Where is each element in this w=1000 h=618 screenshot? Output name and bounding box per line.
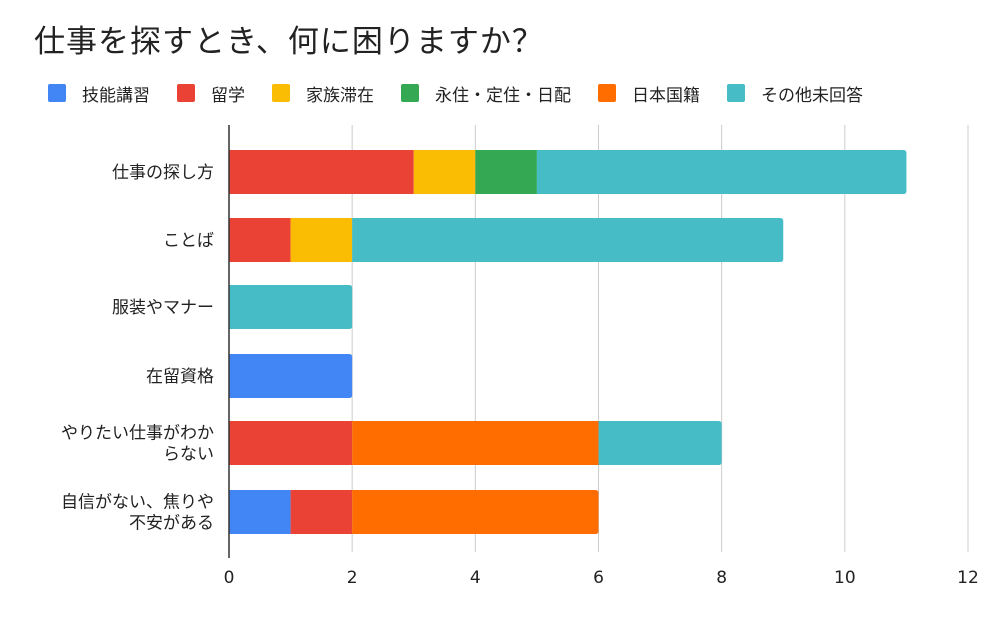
legend-swatch xyxy=(401,84,419,102)
bar-segment xyxy=(229,421,353,465)
bar-segment xyxy=(229,490,291,534)
legend-item-eijuu: 永住・定住・日配 xyxy=(401,81,571,106)
legend-item-kazoku: 家族滞在 xyxy=(272,81,374,106)
label-layer: 0 2 4 6 8 10 12 仕事の探し方ことば服装やマナー在留資格やりたい仕事がわからない… xyxy=(61,163,979,588)
bar-segment xyxy=(290,490,353,534)
chart-legend: 技能講習 留学 家族滞在 永住・定住・日配 日本国籍 その他未回答 xyxy=(48,80,890,106)
legend-swatch xyxy=(272,84,290,102)
category-label: 仕事の探し方 xyxy=(112,163,214,183)
x-tick-label: 8 xyxy=(716,568,727,588)
grid-layer xyxy=(351,125,969,552)
legend-label: その他未回答 xyxy=(761,85,863,106)
legend-swatch xyxy=(177,84,195,102)
x-tick-label: 10 xyxy=(834,568,856,588)
bar-segment xyxy=(413,150,476,194)
bar-segment xyxy=(352,490,599,534)
x-tick-label: 2 xyxy=(347,568,358,588)
x-tick-label: 0 xyxy=(224,568,235,588)
x-tick-label: 6 xyxy=(593,568,604,588)
category-label: 在留資格 xyxy=(146,367,214,387)
bar-segment xyxy=(598,421,722,465)
x-tick-label: 12 xyxy=(957,568,979,588)
legend-swatch xyxy=(48,84,66,102)
legend-label: 日本国籍 xyxy=(632,85,700,106)
legend-label: 永住・定住・日配 xyxy=(435,85,571,106)
legend-label: 家族滞在 xyxy=(306,85,374,106)
category-label: ことば xyxy=(163,231,214,251)
legend-swatch xyxy=(727,84,745,102)
category-label: 自信がない、焦りや不安がある xyxy=(61,493,214,534)
legend-item-nihon: 日本国籍 xyxy=(598,81,700,106)
bar-segment xyxy=(475,150,537,194)
legend-swatch xyxy=(598,84,616,102)
x-tick-label: 4 xyxy=(470,568,481,588)
bar-segment xyxy=(229,285,353,329)
category-label: 服装やマナー xyxy=(112,298,214,318)
bar-segment xyxy=(290,218,353,262)
bar-segment xyxy=(352,421,599,465)
bar-layer xyxy=(229,150,907,534)
bar-segment xyxy=(229,150,414,194)
bar-segment xyxy=(229,354,353,398)
legend-label: 留学 xyxy=(211,85,245,106)
legend-label: 技能講習 xyxy=(82,85,150,106)
category-label: やりたい仕事がわからない xyxy=(61,424,214,465)
legend-item-ryugaku: 留学 xyxy=(177,81,245,106)
legend-item-ginou: 技能講習 xyxy=(48,81,150,106)
legend-item-sonota: その他未回答 xyxy=(727,81,863,106)
chart-title: 仕事を探すとき、何に困りますか？ xyxy=(34,24,544,60)
bar-segment xyxy=(352,218,784,262)
bar-segment xyxy=(536,150,907,194)
bar-segment xyxy=(229,218,291,262)
